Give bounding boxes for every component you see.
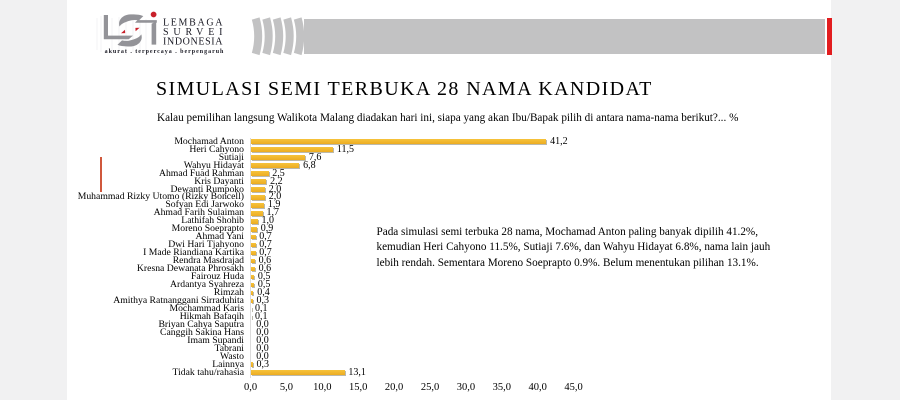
svg-text:LEMBAGA: LEMBAGA (163, 18, 223, 29)
svg-text:INDONESIA: INDONESIA (163, 37, 223, 48)
svg-text:akurat . terpercaya . berpenga: akurat . terpercaya . berpengaruh (105, 49, 224, 55)
